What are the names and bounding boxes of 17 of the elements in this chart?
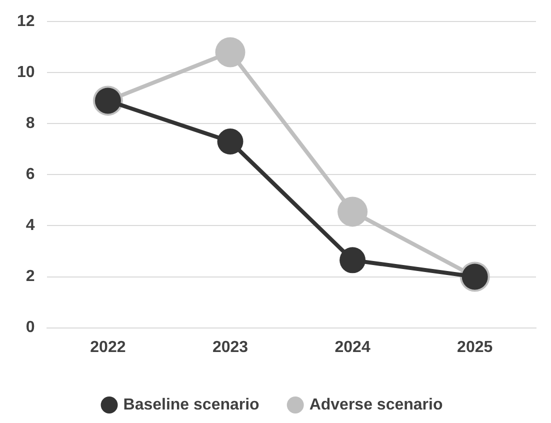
point [217, 128, 244, 155]
legend-label: Baseline scenario [123, 396, 260, 414]
y-tick-label: 2 [26, 268, 35, 286]
y-tick-label: 10 [17, 64, 35, 82]
x-tick-label: 2025 [457, 338, 493, 356]
y-tick-label: 8 [26, 115, 35, 132]
y-tick-label: 0 [26, 319, 35, 336]
x-tick-label: 2023 [212, 338, 248, 356]
legend-label: Adverse scenario [309, 396, 443, 414]
y-tick-label: 4 [26, 217, 35, 234]
point [215, 37, 246, 68]
point [338, 196, 368, 227]
point [340, 247, 366, 274]
y-tick-label: 12 [17, 13, 35, 30]
y-tick-label: 6 [26, 166, 35, 184]
x-tick-label: 2024 [334, 338, 370, 356]
x-tick-label: 2022 [90, 338, 126, 356]
